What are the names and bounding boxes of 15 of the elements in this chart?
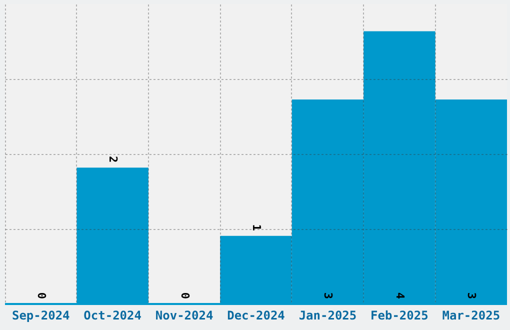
data-label: 3	[322, 292, 335, 299]
x-tick-label: Jan-2025	[298, 308, 357, 322]
x-tick-label: Nov-2024	[155, 308, 214, 322]
data-label: 1	[250, 224, 263, 232]
data-label: 0	[178, 292, 192, 299]
data-label: 3	[465, 292, 478, 299]
x-tick-label: Dec-2024	[227, 308, 285, 322]
x-tick-label: Mar-2025	[442, 308, 500, 322]
x-tick-label: Sep-2024	[12, 308, 70, 322]
bar	[76, 168, 148, 304]
x-tick-label: Oct-2024	[84, 308, 142, 322]
data-label: 0	[34, 292, 48, 299]
data-label: 2	[106, 156, 120, 163]
x-tick-label: Feb-2025	[370, 308, 428, 322]
data-label: 4	[393, 292, 406, 300]
